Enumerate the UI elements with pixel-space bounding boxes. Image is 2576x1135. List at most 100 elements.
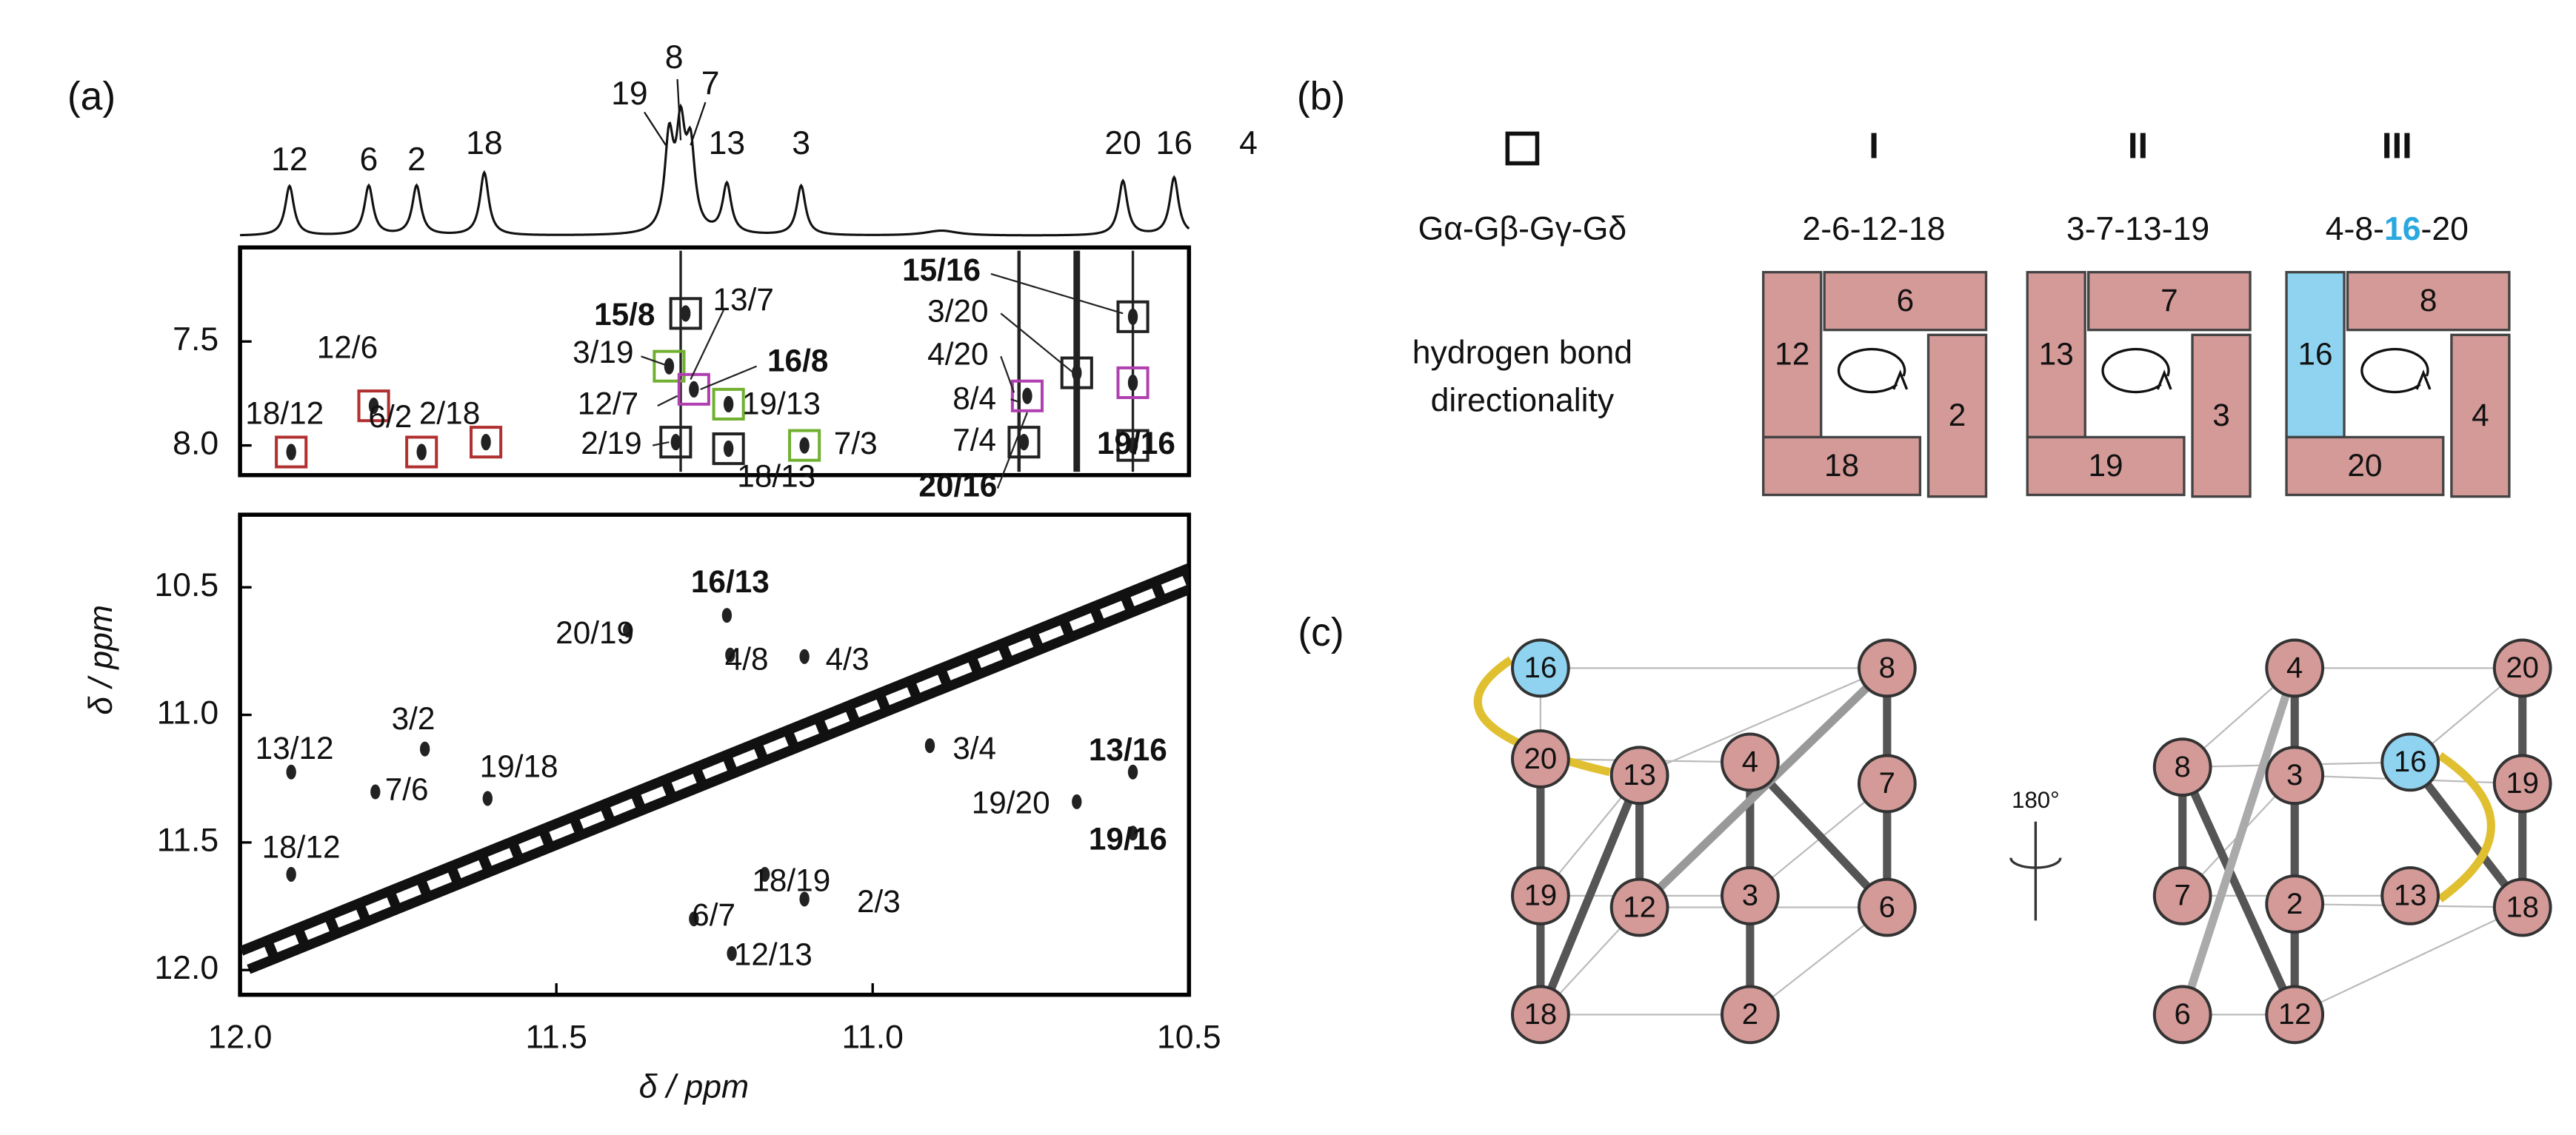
node-label: 6: [1879, 891, 1895, 923]
cross-peak: [799, 437, 810, 454]
edge: [1746, 759, 1890, 911]
node-label: 19: [1524, 880, 1558, 912]
x-tick-label: 11.5: [525, 1020, 587, 1056]
peak-box: [357, 389, 390, 423]
lower-frame: [238, 512, 1192, 997]
cross-peak-label: 3/20: [927, 294, 988, 329]
node-label: 3: [1742, 880, 1758, 912]
cross-peak: [725, 647, 735, 663]
legend-square: [1505, 131, 1540, 166]
peak-box: [659, 426, 693, 459]
node-label: 13: [2394, 880, 2427, 912]
sequence-part: 16: [2384, 211, 2421, 247]
cross-peak-label: 13/16: [1089, 732, 1167, 767]
peak-box: [470, 426, 503, 459]
upper-frame: [238, 245, 1192, 478]
cross-peak-label: 6/2: [368, 399, 412, 434]
x-tick-label: 10.5: [1157, 1020, 1221, 1056]
rotation-arrow: [1837, 347, 1909, 394]
diagonal-contour: [243, 573, 1189, 965]
peak-box: [1060, 356, 1093, 389]
cross-peak-label: 16/8: [767, 343, 828, 378]
tile: [2087, 270, 2252, 332]
layout: [238, 245, 1192, 997]
tile-label: 12: [1775, 336, 1809, 371]
cross-peak: [1022, 387, 1032, 404]
node: [1857, 638, 1917, 698]
cross-peak: [1018, 434, 1030, 451]
cross-peak-label: 15/8: [594, 297, 655, 332]
cross-peak-label: 8/4: [952, 381, 996, 416]
cross-peak-label: 12/6: [317, 330, 378, 365]
diagonal: [240, 563, 1189, 974]
group-sequence: 3-7-13-19: [2066, 211, 2209, 247]
tile-label: 4: [2472, 398, 2489, 432]
cross-peak-label: 7/4: [952, 422, 996, 457]
node: [2492, 754, 2552, 814]
node: [2152, 737, 2212, 797]
peak-label: 20: [1104, 125, 1141, 161]
x-axis-label: δ / ppm: [639, 1068, 750, 1105]
cross-peak-label: 3/4: [952, 731, 996, 766]
node-label: 19: [2506, 767, 2539, 800]
cross-peak: [1127, 374, 1138, 392]
y-tick-label: 11.5: [157, 823, 218, 859]
cross-peak-label: 4/3: [826, 642, 870, 677]
cross-peak-label: 19/16: [1089, 822, 1167, 857]
cross-peak-label: 19/16: [1097, 426, 1175, 461]
cross-peak-label: 18/19: [752, 863, 830, 897]
peak-label: 12: [271, 141, 308, 178]
cross-peak-label: 2/18: [419, 396, 480, 431]
panel-label: (a): [67, 75, 116, 118]
rotation-arrow: [2360, 347, 2432, 394]
sequence-part: 2-6-12-18: [1802, 211, 1945, 247]
tile: [2026, 435, 2186, 497]
cross-peak: [286, 866, 296, 882]
y-tick-label: 12.0: [154, 950, 218, 986]
peak-box: [712, 387, 745, 421]
rotation-icon: [2009, 821, 2062, 921]
tile: [2346, 270, 2511, 332]
node: [2380, 732, 2440, 792]
tile-label: 3: [2212, 398, 2230, 432]
node: [2265, 746, 2325, 806]
cross-peak: [1127, 764, 1138, 780]
node: [1721, 985, 1780, 1045]
tile: [2450, 333, 2511, 498]
cross-peak: [1072, 794, 1082, 809]
y-tick-label: 7.5: [173, 321, 218, 358]
cross-peak-label: 19/20: [972, 786, 1050, 820]
cross-peak: [681, 305, 691, 322]
cross-peak-label: 4/20: [927, 336, 988, 371]
sequence-part: 3-7-13-19: [2066, 211, 2209, 247]
cross-peak: [1127, 826, 1138, 841]
tile-label: 16: [2298, 336, 2333, 371]
cross-peak-label: 19/18: [480, 749, 558, 784]
cross-peak-label: 7/3: [834, 426, 878, 461]
panel-label: (b): [1297, 75, 1345, 118]
edge: [2178, 666, 2299, 1017]
cross-peak: [723, 395, 734, 413]
node: [2492, 877, 2552, 937]
cross-peak-label: 7/6: [385, 772, 429, 807]
tile-label: 18: [1824, 448, 1859, 483]
cross-peak: [416, 443, 427, 461]
node-label: 7: [1879, 767, 1895, 800]
peak-pointer: [644, 78, 707, 146]
cross-peak: [723, 440, 734, 458]
cross-peak: [721, 608, 733, 623]
node-label: 8: [2175, 751, 2191, 783]
cross-peak: [1127, 308, 1138, 325]
cross-peak: [689, 911, 699, 927]
group-numeral: III: [2382, 126, 2412, 166]
tile: [2285, 435, 2445, 497]
node-label: 3: [2286, 759, 2303, 791]
peak-label: 7: [701, 66, 720, 102]
tile: [1823, 270, 1988, 332]
edge: [2406, 760, 2526, 910]
node: [2265, 874, 2325, 934]
cross-peak-label: 13/12: [256, 731, 334, 766]
panel-label: (c): [1298, 611, 1344, 654]
directionality-label: hydrogen bond: [1412, 335, 1632, 371]
peak-label: 19: [611, 76, 648, 112]
